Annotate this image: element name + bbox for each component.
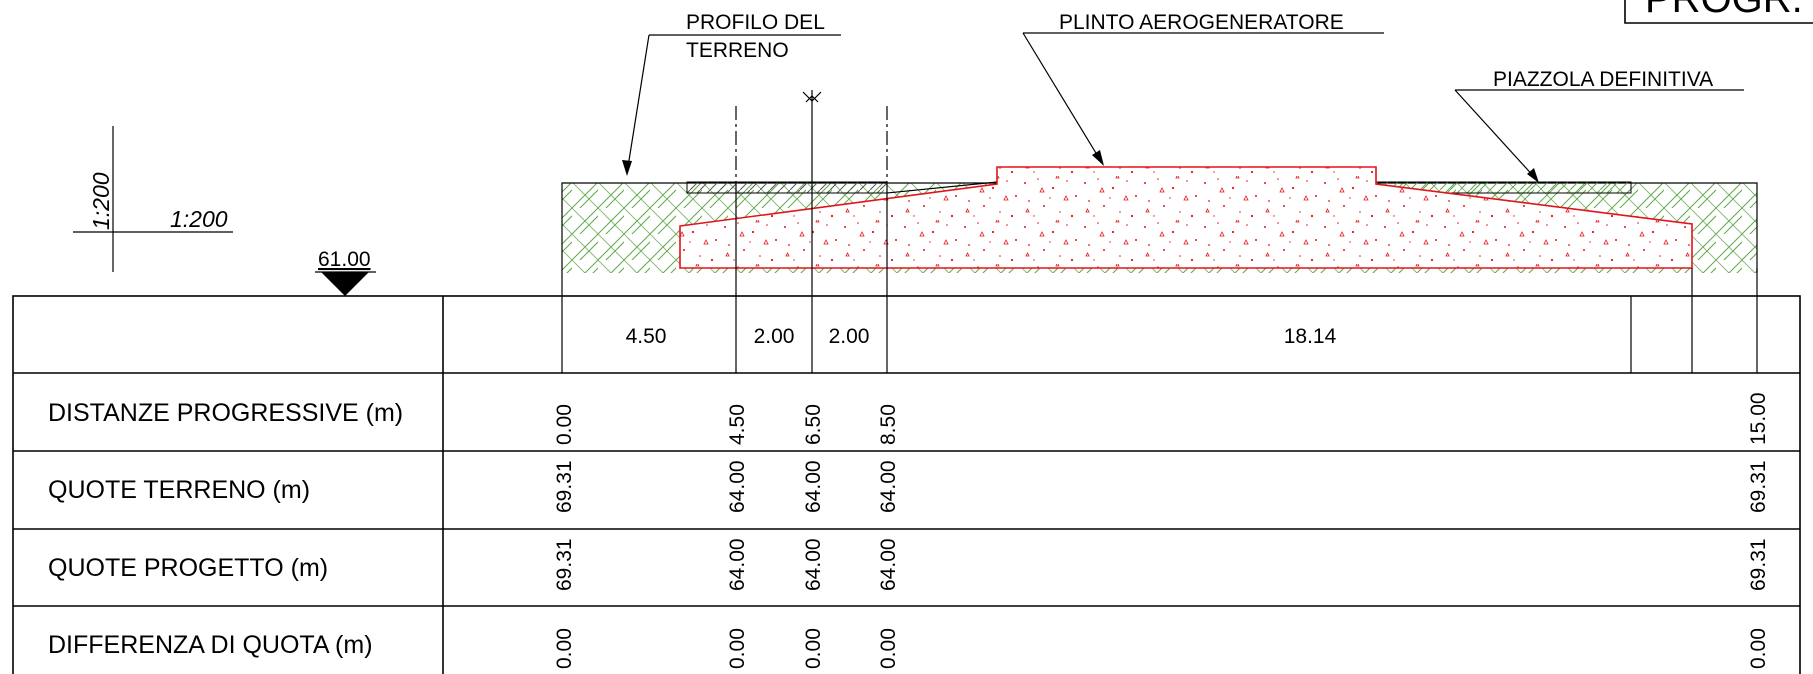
plinto-foundation <box>679 166 1693 269</box>
cell-value: 64.00 <box>726 538 749 591</box>
cell-value: 0.00 <box>553 628 576 669</box>
callout-profilo-del-terreno: PROFILO DEL TERRENO <box>622 11 841 176</box>
reference-level-marker: 61.00 <box>315 248 376 296</box>
callout-plinto: PLINTO AEROGENERATORE <box>1022 11 1384 166</box>
cell-value: 4.50 <box>726 404 749 445</box>
segment-distance: 18.14 <box>1284 325 1337 348</box>
svg-text:PIAZZOLA DEFINITIVA: PIAZZOLA DEFINITIVA <box>1493 68 1713 91</box>
cell-value: 64.00 <box>726 460 749 513</box>
cell-value: 64.00 <box>802 460 825 513</box>
cell-value: 0.00 <box>802 628 825 669</box>
cell-value: 64.00 <box>877 538 900 591</box>
reference-level-value: 61.00 <box>318 248 371 271</box>
svg-text:PROFILO DEL: PROFILO DEL <box>686 11 825 34</box>
svg-text:TERRENO: TERRENO <box>686 39 789 62</box>
cell-value: 64.00 <box>877 460 900 513</box>
row-label-quote-progetto: QUOTE PROGETTO (m) <box>48 554 328 582</box>
cell-value: 69.31 <box>553 460 576 513</box>
profile-table: 4.50 2.00 2.00 18.14 DISTANZE PROGRESSIV… <box>12 183 1801 674</box>
svg-text:PLINTO AEROGENERATORE: PLINTO AEROGENERATORE <box>1059 11 1344 34</box>
cell-value: 0.00 <box>1747 628 1770 669</box>
cell-value: 8.50 <box>877 404 900 445</box>
turbine-axis <box>802 90 822 183</box>
segment-distance: 2.00 <box>754 325 795 348</box>
cell-value: 64.00 <box>802 538 825 591</box>
row-label-quote-terreno: QUOTE TERRENO (m) <box>48 476 310 504</box>
cell-value: 0.00 <box>553 404 576 445</box>
horizontal-scale: 1:200 <box>170 206 228 232</box>
title-block-fragment: PROGR. <box>1645 0 1803 21</box>
cell-value: 0.00 <box>877 628 900 669</box>
cell-value: 69.31 <box>1747 460 1770 513</box>
segment-distance: 2.00 <box>829 325 870 348</box>
cell-value: 69.31 <box>1747 538 1770 591</box>
vertical-scale: 1:200 <box>88 172 114 230</box>
callout-piazzola: PIAZZOLA DEFINITIVA <box>1454 68 1744 183</box>
cell-value: 69.31 <box>553 538 576 591</box>
row-label-distanze: DISTANZE PROGRESSIVE (m) <box>48 399 403 427</box>
cell-value: 6.50 <box>802 404 825 445</box>
scale-indicator: 1:200 1:200 <box>73 126 233 272</box>
level-triangle-icon <box>321 272 369 296</box>
cell-value: 0.00 <box>726 628 749 669</box>
segment-distance: 4.50 <box>626 325 667 348</box>
cell-value: 15.00 <box>1747 392 1770 445</box>
title-block-frame <box>1624 0 1813 24</box>
row-label-differenza: DIFFERENZA DI QUOTA (m) <box>48 631 373 659</box>
